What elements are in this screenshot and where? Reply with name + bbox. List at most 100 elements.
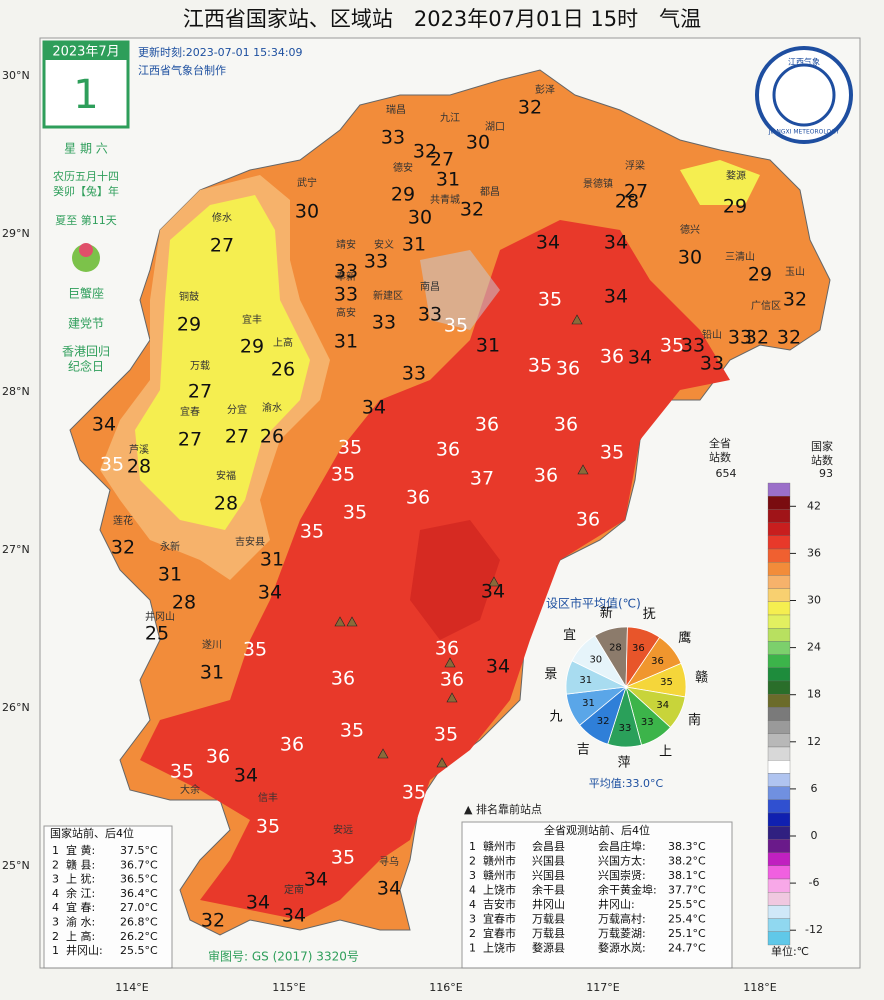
colorbar-cell <box>767 905 791 919</box>
table-cell: 赣州市 <box>483 854 516 868</box>
colorbar-cell <box>767 931 791 946</box>
table-cell: 宜 春: <box>66 900 95 914</box>
colorbar-cell <box>767 482 791 497</box>
calendar-header <box>44 42 128 60</box>
colorbar-cell <box>767 799 791 814</box>
temperature-value: 35 <box>434 724 458 746</box>
table-cell: 余干县 <box>532 883 565 897</box>
colorbar-cell <box>767 892 791 906</box>
table-cell: 3 <box>52 873 59 886</box>
lunar-date: 农历五月十四 <box>53 169 119 183</box>
colorbar-tick-label: 30 <box>807 594 821 607</box>
temperature-value: 26 <box>260 426 284 448</box>
temperature-value: 33 <box>728 327 752 349</box>
temperature-value: 27 <box>624 181 648 203</box>
temperature-value: 35 <box>660 335 684 357</box>
table-cell: 37.7°C <box>668 884 706 897</box>
colorbar-cell <box>767 509 791 523</box>
station-name: 新建区 <box>373 289 403 302</box>
table-cell: 兴国县 <box>532 855 565 868</box>
temperature-value: 34 <box>604 286 628 308</box>
temperature-value: 36 <box>280 734 304 756</box>
colorbar-tick-label: 0 <box>811 829 818 842</box>
colorbar-cell <box>767 535 791 550</box>
table-cell: 2 <box>469 855 476 868</box>
table-cell: 余 江: <box>66 886 95 900</box>
temperature-value: 32 <box>111 537 135 559</box>
logo <box>772 63 836 127</box>
station-name: 湖口 <box>485 121 505 133</box>
rank-marker <box>446 692 458 703</box>
legend-count: 93 <box>819 467 833 480</box>
table-cell: 38.2°C <box>668 855 706 868</box>
colorbar-tick-label: 12 <box>807 735 821 748</box>
station-name: 彭泽 <box>535 83 555 96</box>
logo-text: JIANGXI METEOROLOGY <box>768 129 840 136</box>
station-name: 定南 <box>284 883 304 896</box>
table-cell: 25.1°C <box>668 927 706 940</box>
logo <box>755 46 853 144</box>
zodiac-icon <box>72 244 100 272</box>
colorbar-cell <box>767 522 791 536</box>
table-cell: 上饶市 <box>483 941 516 955</box>
table-cell: 宜春市 <box>483 926 516 940</box>
colorbar-tick-label: -6 <box>809 876 820 889</box>
temperature-value: 30 <box>295 201 319 223</box>
temperature-value: 27 <box>188 381 212 403</box>
longitude-label: 114°E <box>115 981 148 994</box>
pie-value: 32 <box>597 716 610 727</box>
colorbar-cell <box>767 839 791 853</box>
temperature-value: 33 <box>700 353 724 375</box>
station-name: 瑞昌 <box>386 104 406 116</box>
rank-marker <box>436 757 448 768</box>
temperature-value: 28 <box>214 493 238 515</box>
unit: 单位:℃ <box>771 944 809 958</box>
station-name: 铅山 <box>702 328 722 341</box>
colorbar-cell <box>767 548 791 563</box>
table-cell: 1 <box>469 942 476 955</box>
temperature-value: 34 <box>377 878 401 900</box>
table-cell: 3 <box>469 869 476 882</box>
temperature-value: 25 <box>145 623 169 645</box>
table-cell: 1 <box>469 840 476 853</box>
table-cell: 36.7°C <box>120 858 158 871</box>
mild-zone <box>680 160 760 205</box>
temperature-value: 36 <box>435 638 459 660</box>
colorbar-cell <box>767 562 791 576</box>
colorbar-cell <box>767 575 791 589</box>
table-cell: 25.4°C <box>668 913 706 926</box>
pie-value: 36 <box>651 656 664 667</box>
latitude-label: 25°N <box>2 859 30 872</box>
temperature-value: 29 <box>240 336 264 358</box>
temperature-value: 33 <box>418 304 442 326</box>
pie-value: 36 <box>632 643 645 654</box>
temperature-value: 34 <box>362 397 386 419</box>
table-cell: 2 <box>469 927 476 940</box>
table-cell: 宜春市 <box>483 912 516 926</box>
temperature-value: 31 <box>200 662 224 684</box>
table-title: 国家站前、后4位 <box>50 826 134 840</box>
temperature-value: 34 <box>304 869 328 891</box>
temperature-value: 32 <box>460 199 484 221</box>
temperature-value: 27 <box>430 149 454 171</box>
temperature-value: 33 <box>334 261 358 283</box>
temperature-value: 34 <box>486 656 510 678</box>
temperature-value: 31 <box>260 549 284 571</box>
calendar-month: 2023年7月 <box>52 45 119 60</box>
station-name: 德兴 <box>680 223 700 236</box>
festival: 纪念日 <box>68 359 104 374</box>
colorbar-tick-label: 18 <box>807 688 821 701</box>
temperature-value: 35 <box>600 442 624 464</box>
table-cell: 25.5°C <box>668 898 706 911</box>
legend-count: 654 <box>716 467 737 480</box>
temperature-value: 34 <box>234 765 258 787</box>
temperature-value: 35 <box>170 761 194 783</box>
latitude-label: 30°N <box>2 69 30 82</box>
temperature-value: 35 <box>300 521 324 543</box>
temperature-value: 36 <box>534 465 558 487</box>
pie-city: 景 <box>544 667 557 682</box>
pie-value: 31 <box>582 698 595 709</box>
colorbar-tick-label: 6 <box>811 782 818 795</box>
station-name: 奉新 <box>336 270 356 283</box>
